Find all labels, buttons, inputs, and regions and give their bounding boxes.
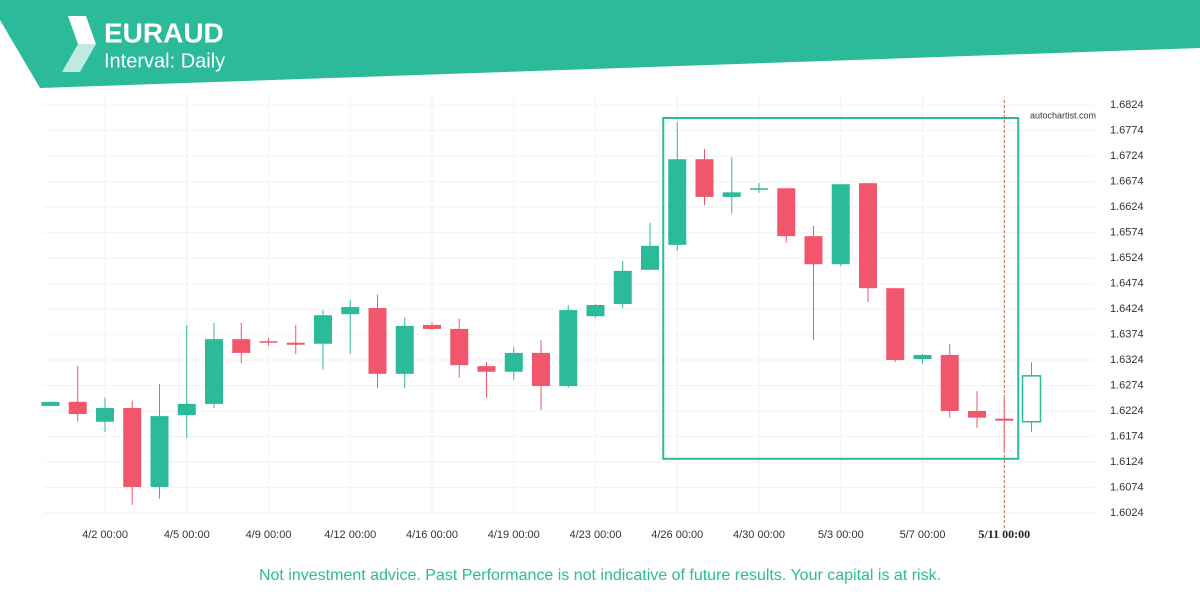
y-tick-label: 1.6124: [1110, 456, 1144, 468]
header-banner: [0, 0, 1200, 88]
candle-body: [341, 307, 360, 315]
candle-body: [804, 236, 823, 265]
candle-body: [232, 339, 251, 353]
x-tick-label: 4/2 00:00: [82, 529, 128, 541]
x-tick-label: 4/5 00:00: [164, 529, 210, 541]
y-tick-label: 1.6424: [1110, 303, 1144, 315]
x-tick-label: 4/9 00:00: [246, 529, 292, 541]
candle-body: [205, 339, 223, 404]
candle-body: [395, 325, 414, 374]
y-tick-label: 1.6774: [1110, 125, 1144, 137]
x-tick-label: 5/11 00:00: [978, 527, 1030, 541]
candle-body: [286, 342, 305, 345]
x-tick-label: 5/7 00:00: [900, 529, 946, 541]
candle-body: [68, 401, 87, 415]
candle-body: [613, 270, 632, 304]
y-tick-label: 1.6324: [1110, 354, 1144, 366]
candle-body: [96, 407, 114, 422]
candle-body: [886, 288, 905, 361]
y-tick-label: 1.6274: [1110, 379, 1144, 391]
candle-body: [586, 305, 605, 317]
candle-body: [368, 308, 387, 374]
candle-body: [41, 401, 60, 406]
chart-title: EURAUD: [104, 17, 224, 48]
candle-body: [859, 183, 877, 289]
candle-body: [722, 192, 741, 197]
y-tick-label: 1.6724: [1110, 150, 1144, 162]
candle-body: [750, 188, 768, 190]
y-tick-label: 1.6674: [1110, 176, 1144, 188]
candle-body: [559, 310, 578, 387]
candle-body: [477, 366, 496, 372]
y-tick-label: 1.6474: [1110, 277, 1144, 289]
x-tick-label: 4/16 00:00: [406, 529, 458, 541]
candle-body: [504, 352, 523, 372]
candle-body: [123, 407, 142, 487]
x-tick-label: 4/30 00:00: [733, 529, 785, 541]
candle-body: [995, 418, 1014, 421]
candle-body: [695, 159, 714, 197]
y-tick-label: 1.6524: [1110, 252, 1144, 264]
candle-body: [968, 411, 986, 418]
candle-body: [314, 315, 332, 344]
chart-subtitle: Interval: Daily: [104, 50, 225, 72]
y-tick-label: 1.6824: [1110, 99, 1144, 111]
candle-body: [450, 328, 469, 366]
candle-body: [777, 188, 796, 237]
x-tick-label: 5/3 00:00: [818, 529, 864, 541]
y-tick-label: 1.6074: [1110, 481, 1144, 493]
candle-body: [150, 416, 169, 487]
y-tick-label: 1.6374: [1110, 328, 1144, 340]
pattern-box: [662, 117, 1020, 460]
candle-body: [940, 354, 959, 412]
x-tick-label: 4/19 00:00: [488, 529, 540, 541]
footer: Not investment advice. Past Performance …: [259, 567, 941, 584]
source: autochartist.com: [1030, 110, 1096, 120]
candle-body: [1021, 375, 1042, 423]
y-tick-label: 1.6174: [1110, 430, 1144, 442]
candle-body: [668, 159, 687, 245]
candle-body: [423, 324, 441, 329]
candle-body: [913, 354, 932, 360]
candle-body: [259, 341, 278, 343]
candle-body: [532, 352, 550, 387]
candle-body: [177, 403, 196, 416]
x-tick-label: 4/12 00:00: [324, 529, 376, 541]
candle-body: [641, 245, 659, 270]
logo: [62, 16, 96, 72]
x-tick-label: 4/23 00:00: [570, 529, 622, 541]
y-tick-label: 1.6024: [1110, 507, 1144, 519]
y-tick-label: 1.6574: [1110, 227, 1144, 239]
y-tick-label: 1.6624: [1110, 201, 1144, 213]
candle-body: [831, 184, 850, 265]
y-tick-label: 1.6224: [1110, 405, 1144, 417]
x-tick-label: 4/26 00:00: [651, 529, 703, 541]
